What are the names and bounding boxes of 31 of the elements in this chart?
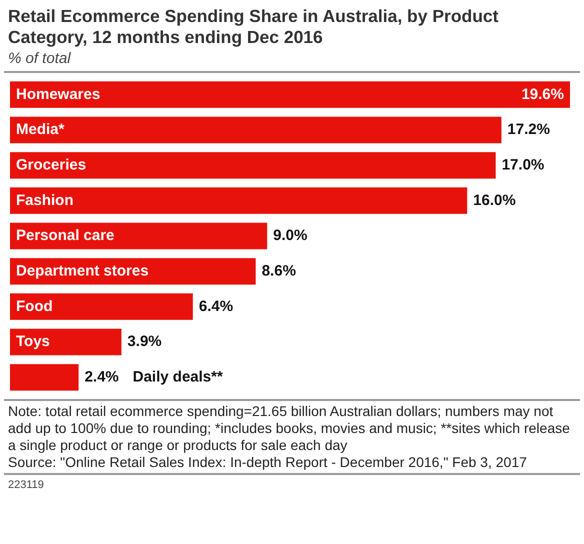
y-tick-label: Media* — [16, 121, 65, 138]
bar — [10, 152, 496, 179]
data-label: 19.6% — [521, 86, 564, 103]
y-tick-label: Toys — [16, 333, 50, 350]
data-label: 16.0% — [473, 192, 516, 209]
y-tick-label: Fashion — [16, 192, 74, 209]
data-label: 6.4% — [198, 298, 234, 315]
y-tick-label: Homewares — [16, 86, 100, 103]
text: 223119 — [7, 478, 45, 493]
y-tick-label: Daily deals** — [132, 368, 223, 386]
bar — [10, 116, 502, 144]
y-tick-label: Food — [16, 298, 53, 315]
text: Note: total retail ecommerce spending=21.65 billion Australian dollars; numbers may not add up to 100% due to rounding; *includes books, movies and music; **sites which release a single product or range or products for sale each day — [8, 403, 571, 454]
data-label: 3.9% — [127, 333, 162, 350]
bar — [10, 328, 122, 356]
chart-title: Retail Ecommerce Spending Share in Australia, by Product Category, 12 months ending Dec 2016 — [7, 5, 500, 48]
chart-subtitle: % of total — [7, 49, 72, 69]
bar — [10, 187, 468, 214]
bar — [10, 222, 268, 250]
bar — [10, 81, 570, 108]
data-label: 9.0% — [273, 227, 308, 244]
y-tick-label: Department stores — [16, 262, 149, 280]
y-tick-label: Groceries — [16, 156, 86, 174]
data-label: 2.4% — [84, 368, 119, 386]
data-label: 17.2% — [507, 121, 550, 138]
bar — [10, 293, 193, 320]
data-label: 8.6% — [262, 262, 296, 280]
data-label: 17.0% — [502, 156, 544, 174]
y-tick-label: Personal care — [16, 227, 114, 244]
bar — [10, 364, 79, 391]
source-note: Source: "Online Retail Sales Index: In-depth Report - December 2016," Feb 3, 2017 — [8, 454, 528, 471]
